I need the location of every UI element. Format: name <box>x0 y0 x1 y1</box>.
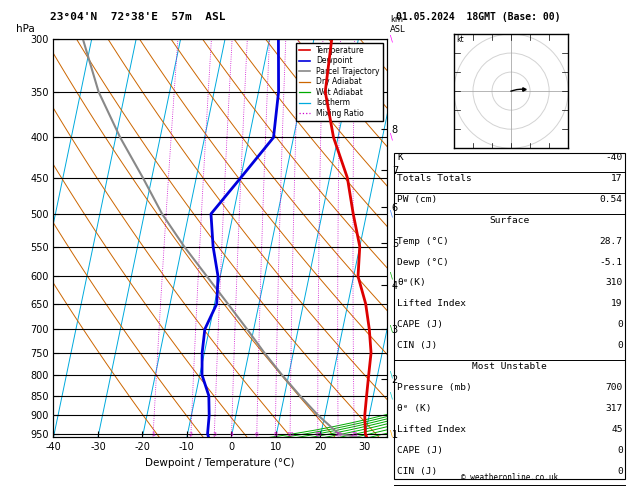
Text: 45: 45 <box>611 425 623 434</box>
Text: 1: 1 <box>151 433 155 437</box>
Text: 25: 25 <box>350 433 358 437</box>
Text: Most Unstable: Most Unstable <box>472 362 547 371</box>
Text: \: \ <box>390 429 393 438</box>
Text: 4: 4 <box>230 433 233 437</box>
Text: kt: kt <box>456 35 464 44</box>
Text: 6: 6 <box>255 433 259 437</box>
Text: Surface: Surface <box>489 216 530 225</box>
Text: 310: 310 <box>606 278 623 288</box>
Text: \: \ <box>390 370 393 380</box>
Text: Pressure (mb): Pressure (mb) <box>397 383 472 392</box>
Text: 8: 8 <box>274 433 277 437</box>
Text: Lifted Index: Lifted Index <box>397 299 466 309</box>
Text: Lifted Index: Lifted Index <box>397 425 466 434</box>
Text: \: \ <box>390 272 393 281</box>
Text: 23°04'N  72°38'E  57m  ASL: 23°04'N 72°38'E 57m ASL <box>50 12 226 22</box>
Text: K: K <box>397 153 403 162</box>
Text: 01.05.2024  18GMT (Base: 00): 01.05.2024 18GMT (Base: 00) <box>396 12 561 22</box>
Text: CAPE (J): CAPE (J) <box>397 446 443 455</box>
X-axis label: Dewpoint / Temperature (°C): Dewpoint / Temperature (°C) <box>145 458 295 468</box>
Text: 0: 0 <box>617 446 623 455</box>
Text: hPa: hPa <box>16 24 35 34</box>
Text: -5.1: -5.1 <box>599 258 623 267</box>
Text: \: \ <box>390 209 393 218</box>
Text: 20: 20 <box>334 433 342 437</box>
Text: 3: 3 <box>212 433 216 437</box>
Text: 2: 2 <box>189 433 193 437</box>
Text: θᵉ(K): θᵉ(K) <box>397 278 426 288</box>
Text: 28.7: 28.7 <box>599 237 623 246</box>
Text: θᵉ (K): θᵉ (K) <box>397 404 431 413</box>
Text: 0: 0 <box>617 467 623 476</box>
Text: km
ASL: km ASL <box>390 15 406 34</box>
Text: CAPE (J): CAPE (J) <box>397 320 443 330</box>
Text: 19: 19 <box>611 299 623 309</box>
Text: PW (cm): PW (cm) <box>397 195 437 204</box>
Text: 700: 700 <box>606 383 623 392</box>
Text: \: \ <box>390 391 393 400</box>
Text: -40: -40 <box>606 153 623 162</box>
Text: CIN (J): CIN (J) <box>397 467 437 476</box>
Text: © weatheronline.co.uk: © weatheronline.co.uk <box>461 473 558 482</box>
Text: Temp (°C): Temp (°C) <box>397 237 448 246</box>
Legend: Temperature, Dewpoint, Parcel Trajectory, Dry Adiabat, Wet Adiabat, Isotherm, Mi: Temperature, Dewpoint, Parcel Trajectory… <box>296 43 383 121</box>
Text: 15: 15 <box>314 433 321 437</box>
Text: \: \ <box>390 325 393 334</box>
Text: 317: 317 <box>606 404 623 413</box>
Text: 0: 0 <box>617 341 623 350</box>
Text: \: \ <box>390 133 393 142</box>
Text: 0: 0 <box>617 320 623 330</box>
Text: \: \ <box>390 35 393 43</box>
Text: Totals Totals: Totals Totals <box>397 174 472 183</box>
Text: 10: 10 <box>286 433 294 437</box>
Text: Dewp (°C): Dewp (°C) <box>397 258 448 267</box>
Text: CIN (J): CIN (J) <box>397 341 437 350</box>
Text: 17: 17 <box>611 174 623 183</box>
Text: 0.54: 0.54 <box>599 195 623 204</box>
